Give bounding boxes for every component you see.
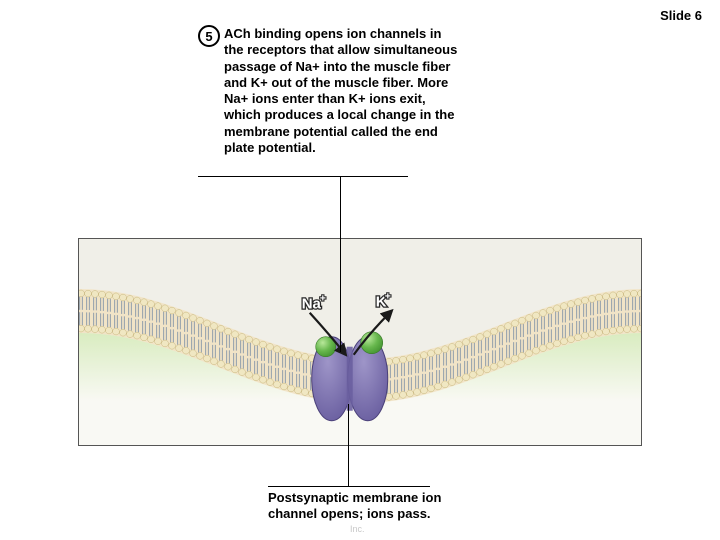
caption-top-underline (198, 176, 408, 177)
caption-top: ACh binding opens ion channels in the re… (224, 26, 458, 156)
svg-text:+: + (320, 293, 326, 305)
watermark: Inc. (350, 524, 365, 534)
slide-number: Slide 6 (660, 8, 702, 23)
svg-text:+: + (385, 291, 391, 303)
step-number: 5 (205, 29, 212, 44)
leader-line-bottom (348, 404, 349, 486)
membrane-figure: Na+K+ (78, 238, 642, 446)
svg-text:Na: Na (302, 296, 322, 313)
step-badge: 5 (198, 25, 220, 47)
leader-line-top (340, 176, 341, 352)
caption-bottom-underline (268, 486, 430, 487)
caption-bottom: Postsynaptic membrane ion channel opens;… (268, 490, 458, 523)
